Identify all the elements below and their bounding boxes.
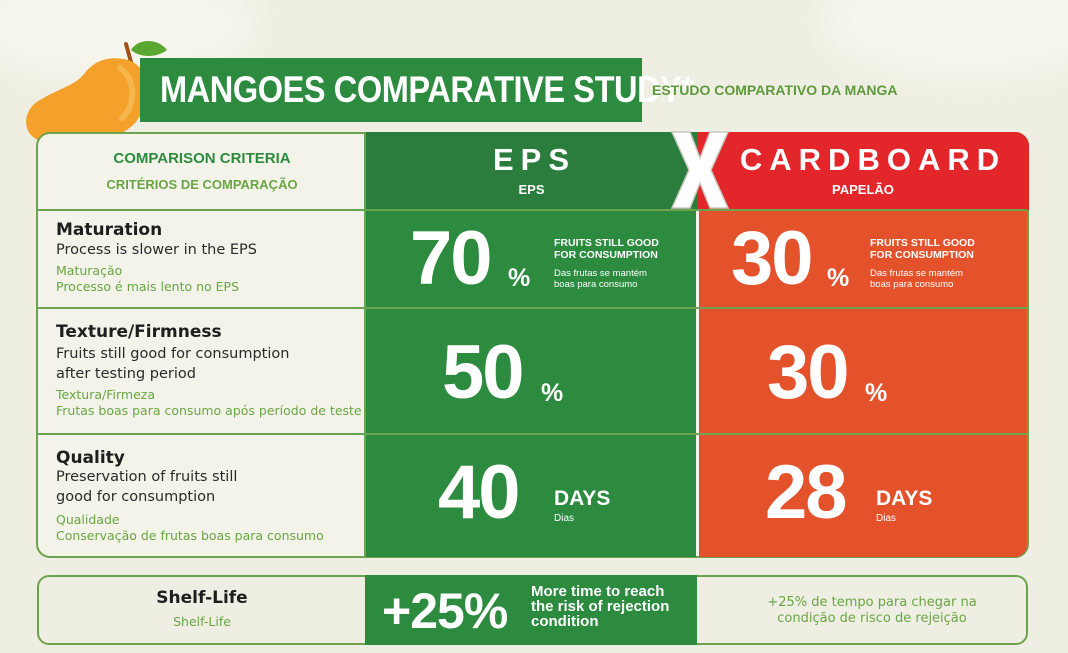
shelf-life-note-line: More time to reach <box>531 583 665 600</box>
cardboard-value: 28 <box>765 450 848 535</box>
cardboard-header-label-pt: PAPELÃO <box>832 182 894 197</box>
shelf-life-title: Shelf-Life <box>156 588 248 608</box>
criteria-description: after testing period <box>56 366 196 382</box>
background-cloud <box>820 0 1068 80</box>
cardboard-cell-texture: 30 % <box>699 309 1027 433</box>
cardboard-note-line: FOR CONSUMPTION <box>870 249 974 261</box>
cardboard-cell-maturation: 30 % FRUITS STILL GOOD FOR CONSUMPTION D… <box>699 211 1027 307</box>
criteria-description-pt: Processo é mais lento no EPS <box>56 279 240 294</box>
criteria-description-pt: Frutas boas para consumo após período de… <box>56 403 362 418</box>
criteria-title: Maturation <box>56 220 163 240</box>
column-divider <box>364 134 366 556</box>
shelf-life-value: +25% <box>382 583 508 639</box>
cardboard-note-line: FRUITS STILL GOOD <box>870 237 975 249</box>
cardboard-value: 30 <box>767 330 850 415</box>
versus-x-icon: X <box>670 131 730 209</box>
criteria-title-pt: Qualidade <box>56 512 120 527</box>
eps-value: 40 <box>438 450 521 535</box>
eps-header-label: EPS <box>492 142 577 177</box>
criteria-title: Quality <box>56 448 125 468</box>
cardboard-cell-quality: 28 DAYS Dias <box>699 435 1027 557</box>
eps-cell-maturation: 70 % FRUITS STILL GOOD FOR CONSUMPTION D… <box>366 211 696 307</box>
row-divider <box>38 209 1027 211</box>
eps-unit: % <box>508 264 531 292</box>
eps-note-line: FOR CONSUMPTION <box>554 249 658 261</box>
criteria-description: Fruits still good for consumption <box>56 346 290 362</box>
eps-header-label-pt: EPS <box>518 182 545 197</box>
cardboard-unit: DAYS <box>876 487 933 510</box>
shelf-life-note-pt-line: condição de risco de rejeição <box>777 611 967 626</box>
eps-cell-quality: 40 DAYS Dias <box>366 435 696 557</box>
cardboard-unit: % <box>865 379 888 407</box>
criteria-title: Texture/Firmness <box>56 322 222 342</box>
eps-unit-pt: Dias <box>554 513 575 524</box>
shelf-life-note-line: condition <box>531 613 599 630</box>
criteria-description: good for consumption <box>56 489 216 505</box>
criteria-description: Process is slower in the EPS <box>56 242 257 258</box>
cardboard-unit: % <box>827 264 850 292</box>
title-banner <box>140 58 642 122</box>
criteria-description-pt: Conservação de frutas boas para consumo <box>56 528 324 543</box>
eps-note-pt: Das frutas se mantém <box>554 268 647 279</box>
mango-icon <box>26 41 167 145</box>
eps-cell-texture: 50 % <box>366 309 696 433</box>
eps-column-header: EPS EPS <box>366 132 697 210</box>
criteria-heading-pt: CRITÉRIOS DE COMPARAÇÃO <box>106 177 298 192</box>
eps-value: 70 <box>410 216 493 301</box>
row-divider <box>38 433 1027 435</box>
shelf-life-note-pt-line: +25% de tempo para chegar na <box>767 595 977 610</box>
eps-unit: DAYS <box>554 487 611 510</box>
criteria-heading: COMPARISON CRITERIA <box>113 150 291 167</box>
eps-unit: % <box>541 379 564 407</box>
shelf-life-note: More time to reach the risk of rejection… <box>531 584 696 629</box>
cardboard-note-pt: Das frutas se mantém <box>870 268 963 279</box>
eps-note-pt: boas para consumo <box>554 279 638 290</box>
page-subtitle: ESTUDO COMPARATIVO DA MANGA <box>652 82 898 98</box>
criteria-title-pt: Maturação <box>56 263 123 278</box>
eps-note-line: FRUITS STILL GOOD <box>554 237 659 249</box>
page-title: MANGOES COMPARATIVE STUDY* <box>160 69 694 110</box>
criteria-title-pt: Textura/Firmeza <box>56 387 155 402</box>
criteria-description: Preservation of fruits still <box>56 469 238 485</box>
cardboard-note-pt: boas para consumo <box>870 279 954 290</box>
cardboard-value: 30 <box>731 216 814 301</box>
cardboard-column-header: CARDBOARD PAPELÃO <box>697 132 1029 210</box>
shelf-life-note-line: the risk of rejection <box>531 598 670 615</box>
shelf-life-eps-cell <box>365 575 697 645</box>
shelf-life-title-pt: Shelf-Life <box>173 614 231 629</box>
cardboard-header-label: CARDBOARD <box>739 142 1007 177</box>
shelf-life-note-pt: +25% de tempo para chegar na condição de… <box>728 595 1016 627</box>
cardboard-unit-pt: Dias <box>876 513 897 524</box>
row-divider <box>38 307 1027 309</box>
eps-value: 50 <box>442 330 525 415</box>
